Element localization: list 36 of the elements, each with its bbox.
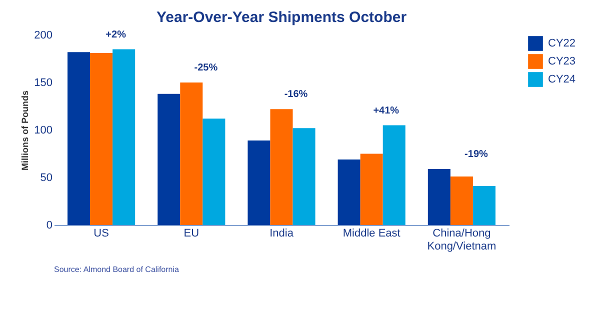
- y-axis-title: Millions of Pounds: [20, 90, 30, 170]
- bar: [472, 186, 496, 225]
- bar: [90, 53, 113, 225]
- legend-label: CY24: [548, 74, 576, 86]
- bar: [270, 109, 293, 225]
- bar: [338, 159, 360, 225]
- y-tick-label: 200: [34, 30, 52, 42]
- bar: [450, 176, 473, 225]
- x-tick-label: India: [270, 228, 294, 240]
- x-tick-label: Middle East: [342, 228, 400, 240]
- annotation: +41%: [373, 105, 400, 116]
- bar: [158, 94, 180, 225]
- bar: [68, 52, 90, 225]
- chart-title: Year-Over-Year Shipments October: [156, 9, 407, 26]
- annotation: +2%: [106, 29, 126, 40]
- y-tick-label: 50: [40, 172, 52, 184]
- bar: [382, 125, 406, 225]
- x-tick-label: China/Hong Kong/Vietnam: [427, 228, 496, 252]
- bar: [112, 49, 136, 225]
- x-tick-label: EU: [184, 228, 200, 240]
- bar: [248, 140, 270, 225]
- annotation: -25%: [194, 62, 218, 74]
- legend-label: CY22: [548, 38, 576, 50]
- bar: [428, 168, 450, 225]
- bar: [292, 128, 316, 225]
- bar: [360, 154, 383, 225]
- legend-label: CY23: [548, 56, 576, 68]
- annotation: -19%: [464, 148, 488, 160]
- y-tick-label: 100: [34, 124, 52, 136]
- bar: [202, 118, 226, 225]
- source-note: Source: Almond Board of California: [54, 265, 180, 274]
- annotation: -16%: [284, 89, 308, 100]
- bar: [180, 82, 203, 225]
- y-tick-label: 0: [46, 220, 52, 232]
- y-tick-label: 150: [34, 77, 52, 89]
- x-tick-label: US: [94, 228, 109, 240]
